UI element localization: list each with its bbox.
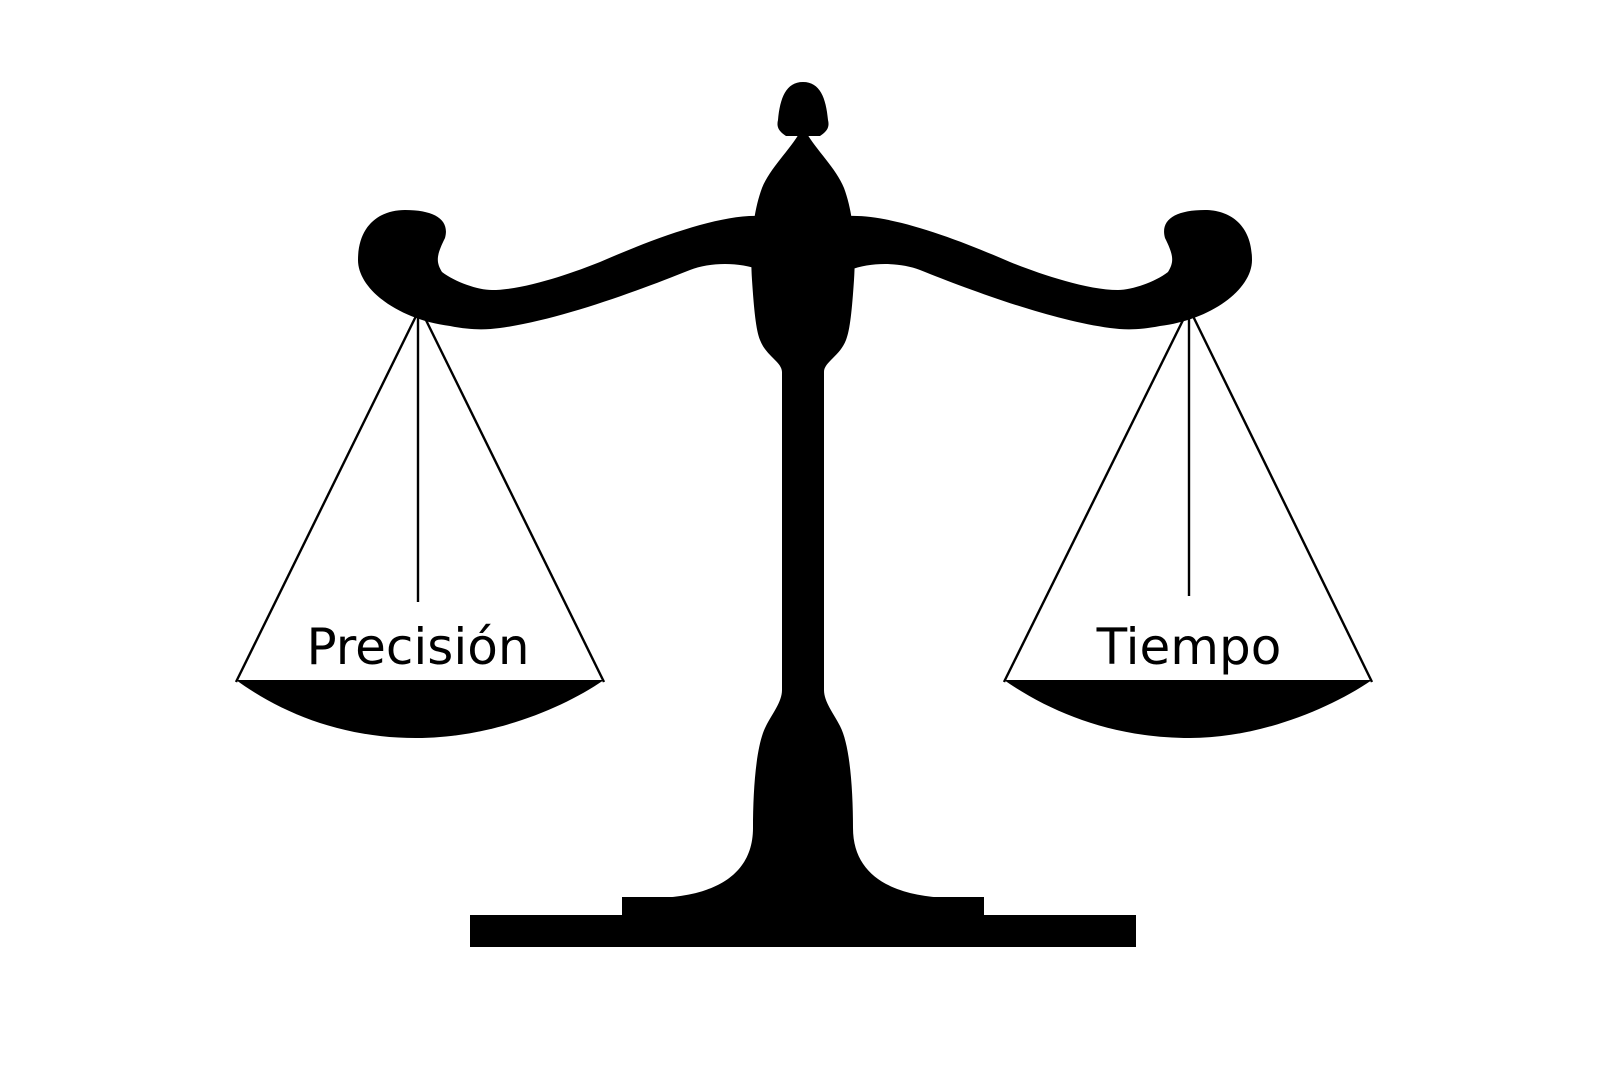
base-plate <box>470 915 1136 947</box>
right-pan <box>1004 680 1372 738</box>
right-pan-label: Tiempo <box>1096 618 1282 676</box>
left-pan-label: Precisión <box>306 618 529 676</box>
scale-finial-knob <box>777 82 829 136</box>
right-pan-strings <box>1002 311 1374 683</box>
left-pan-strings <box>234 311 606 683</box>
scale-finial-body <box>751 132 855 372</box>
scale-pillar <box>650 368 956 898</box>
left-pan <box>236 680 604 738</box>
scale-base <box>470 897 1136 947</box>
base-step <box>622 897 984 917</box>
